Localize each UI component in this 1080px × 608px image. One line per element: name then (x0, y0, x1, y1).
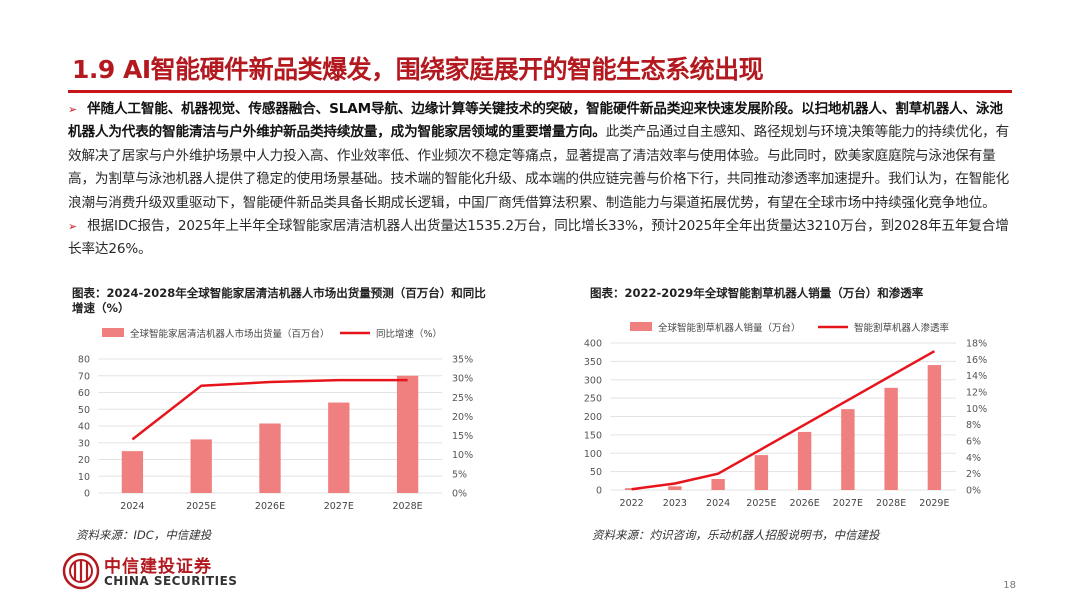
y-right-tick-label: 0% (966, 486, 981, 497)
bullet-arrow-icon: ➢ (68, 103, 78, 116)
x-tick-label: 2028E (393, 501, 423, 512)
y-left-tick-label: 250 (584, 394, 602, 405)
chart-left-source: 资料来源：IDC，中信建投 (76, 528, 212, 542)
bullet-2-text: 根据IDC报告，2025年上半年全球智能家居清洁机器人出货量达1535.2万台，… (68, 218, 1009, 258)
y-left-tick-label: 150 (584, 430, 602, 441)
logo-name-en: CHINA SECURITIES (104, 574, 238, 588)
bullet-1-bold: 伴随人工智能、机器视觉、传感器融合、SLAM导航、边缘计算等关键技术的突破，智能… (68, 101, 1003, 141)
chart-right-title: 图表：2022-2029年全球智能割草机器人销量（万台）和渗透率 (590, 286, 924, 300)
y-left-tick-label: 70 (78, 371, 90, 382)
y-right-tick-label: 30% (452, 374, 473, 385)
y-left-tick-label: 400 (584, 339, 602, 350)
chart-right-source: 资料来源：灼识咨询，乐动机器人招股说明书，中信建投 (592, 528, 880, 542)
bullet-paragraph-2: ➢ 根据IDC报告，2025年上半年全球智能家居清洁机器人出货量达1535.2万台… (68, 215, 1013, 262)
y-right-tick-label: 6% (966, 437, 981, 448)
y-left-tick-label: 300 (584, 375, 602, 386)
legend-bar-label: 全球智能家居清洁机器人市场出货量（百万台） (130, 328, 330, 340)
y-right-tick-label: 16% (966, 355, 987, 366)
x-tick-label: 2025E (746, 498, 776, 509)
chart-bar (927, 365, 942, 490)
x-tick-label: 2028E (876, 498, 906, 509)
y-right-tick-label: 0% (452, 489, 467, 500)
y-left-tick-label: 0 (596, 486, 602, 497)
chart-bar (190, 439, 212, 493)
y-right-tick-label: 10% (966, 404, 987, 415)
x-tick-label: 2029E (919, 498, 949, 509)
y-left-tick-label: 0 (84, 489, 90, 500)
y-left-tick-label: 100 (584, 449, 602, 460)
y-right-tick-label: 8% (966, 420, 981, 431)
chart-bar (121, 451, 144, 493)
legend-bar-label: 全球智能割草机器人销量（万台） (658, 322, 801, 334)
chart-bar (328, 402, 350, 493)
chart-bar (841, 409, 855, 490)
legend-bar-swatch (102, 328, 124, 337)
y-right-tick-label: 14% (966, 371, 987, 382)
growth-line (631, 350, 936, 491)
y-left-tick-label: 50 (590, 467, 602, 478)
chart-left-title: 图表：2024-2028年全球智能家居清洁机器人市场出货量预测（百万台）和同比增… (72, 286, 486, 315)
mower-robot-chart: 全球智能割草机器人销量（万台） 智能割草机器人渗透率 0 50 100 150 200 250… (584, 322, 987, 509)
chart-bar (797, 431, 812, 490)
chart-bar (259, 423, 281, 493)
y-right-tick-label: 15% (452, 431, 473, 442)
chart-bar (668, 486, 682, 490)
chart-bar (884, 387, 898, 490)
y-left-tick-label: 200 (584, 412, 602, 423)
company-logo: 中信建投证券 CHINA SECURITIES (62, 550, 262, 594)
y-right-tick-label: 10% (452, 450, 473, 461)
x-tick-label: 2027E (324, 501, 354, 512)
logo-name-cn: 中信建投证券 (104, 557, 212, 577)
y-left-tick-label: 20 (78, 455, 90, 466)
y-left-tick-label: 60 (78, 388, 90, 399)
y-right-tick-label: 35% (452, 355, 473, 366)
title-divider (68, 90, 1012, 93)
y-right-tick-label: 2% (966, 469, 981, 480)
slide-title: 1.9 AI智能硬件新品类爆发，围绕家庭展开的智能生态系统出现 (72, 55, 764, 84)
bullet-1-text: 此类产品通过自主感知、路径规划与环境决策等能力的持续优化，有效解决了居家与户外维… (68, 124, 1010, 211)
legend-line-label: 智能割草机器人渗透率 (854, 322, 950, 334)
y-right-tick-label: 5% (452, 469, 467, 480)
page-number: 18 (1003, 580, 1016, 591)
y-right-tick-label: 4% (966, 453, 981, 464)
y-left-tick-label: 50 (78, 405, 90, 416)
x-tick-label: 2027E (833, 498, 863, 509)
x-tick-label: 2026E (255, 501, 285, 512)
y-right-tick-label: 18% (966, 339, 987, 350)
x-tick-label: 2026E (790, 498, 820, 509)
x-tick-label: 2022 (620, 498, 644, 509)
y-right-tick-label: 20% (452, 412, 473, 423)
cleaning-robot-chart: 全球智能家居清洁机器人市场出货量（百万台） 同比增速（%） 0 10 20 30 40 50 6… (78, 328, 473, 512)
x-tick-label: 2025E (186, 501, 216, 512)
x-tick-label: 2024 (120, 501, 144, 512)
chart-bar (396, 375, 419, 493)
logo-emblem-icon (62, 552, 100, 590)
bullet-paragraph-1: ➢ 伴随人工智能、机器视觉、传感器融合、SLAM导航、边缘计算等关键技术的突破，智… (68, 98, 1013, 215)
bullet-arrow-icon: ➢ (68, 220, 78, 234)
x-tick-label: 2023 (663, 498, 687, 509)
chart-bar (711, 478, 725, 490)
y-left-tick-label: 10 (78, 472, 90, 483)
legend-bar-swatch (630, 322, 652, 331)
y-left-tick-label: 350 (584, 357, 602, 368)
bullet-list: ➢ 伴随人工智能、机器视觉、传感器融合、SLAM导航、边缘计算等关键技术的突破，智… (68, 98, 1013, 262)
legend-line-label: 同比增速（%） (376, 328, 442, 340)
chart-bar (754, 455, 769, 490)
x-tick-label: 2024 (706, 498, 730, 509)
y-left-tick-label: 80 (78, 355, 90, 366)
y-right-tick-label: 25% (452, 393, 473, 404)
y-left-tick-label: 30 (78, 438, 90, 449)
y-left-tick-label: 40 (78, 422, 90, 433)
y-right-tick-label: 12% (966, 388, 987, 399)
